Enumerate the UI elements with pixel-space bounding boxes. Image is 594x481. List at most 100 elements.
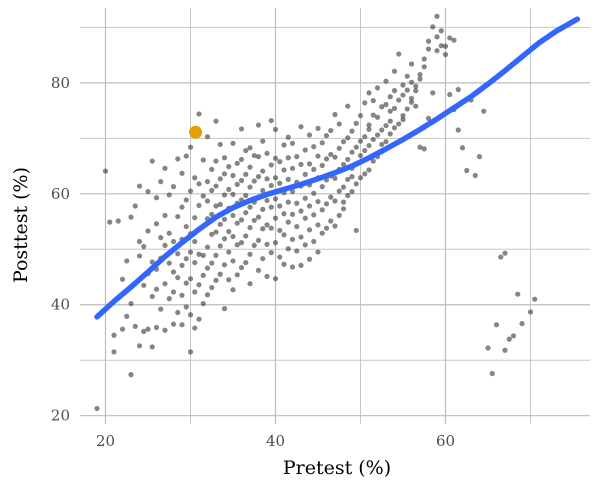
data-point (196, 282, 202, 288)
data-point (319, 162, 325, 169)
data-point (162, 212, 168, 219)
x-tick-label: 20 (96, 432, 115, 450)
data-point (506, 336, 512, 342)
data-point (255, 237, 262, 244)
data-point (141, 328, 147, 334)
data-point (141, 243, 147, 250)
data-point (200, 157, 206, 163)
data-point (319, 207, 325, 213)
data-point (298, 161, 304, 168)
data-point (209, 187, 215, 194)
data-point (204, 265, 211, 271)
data-point (213, 203, 219, 209)
data-point (315, 153, 321, 159)
data-point (187, 312, 194, 318)
data-point (213, 183, 219, 189)
data-point (281, 232, 287, 238)
data-point (306, 256, 313, 262)
data-point (489, 370, 495, 377)
data-point (111, 332, 117, 338)
data-point (217, 271, 223, 277)
data-point (238, 264, 245, 271)
data-point (383, 78, 389, 84)
data-point (311, 144, 317, 150)
data-point (391, 88, 398, 94)
data-point (515, 291, 521, 297)
data-point (323, 156, 330, 162)
data-point (175, 274, 181, 281)
data-point (289, 165, 296, 171)
data-point (213, 277, 219, 283)
data-point (234, 272, 240, 278)
data-point (149, 344, 155, 350)
data-point (447, 35, 453, 41)
data-point (170, 321, 177, 327)
data-point (192, 259, 198, 266)
data-point (209, 260, 215, 266)
data-point (196, 181, 202, 187)
data-point (234, 181, 240, 187)
data-point (217, 176, 223, 182)
data-point (413, 88, 419, 94)
data-point (175, 213, 181, 220)
data-point (183, 304, 189, 310)
data-point (400, 92, 406, 98)
y-tick-label: 20 (51, 407, 70, 425)
data-point (183, 197, 189, 203)
data-point (119, 326, 126, 332)
data-point (132, 323, 138, 329)
data-point (243, 259, 249, 266)
data-point (408, 99, 415, 105)
data-point (200, 252, 206, 258)
data-point (285, 246, 291, 252)
data-point (430, 24, 436, 30)
data-point (162, 165, 168, 171)
data-point (166, 230, 172, 236)
data-point (464, 167, 470, 174)
data-point (136, 343, 143, 349)
data-point (370, 98, 376, 104)
data-point (391, 125, 398, 131)
data-point (421, 56, 427, 62)
data-point (170, 184, 177, 190)
data-point (272, 126, 279, 133)
data-point (183, 153, 189, 159)
data-point (175, 309, 181, 316)
data-point (328, 194, 334, 200)
data-point (243, 210, 249, 216)
data-point (260, 226, 266, 232)
data-point (204, 244, 211, 250)
data-point (196, 111, 202, 117)
data-point (158, 306, 164, 312)
data-point (336, 188, 342, 194)
data-point (417, 144, 423, 150)
data-point (158, 179, 164, 185)
data-point (306, 227, 313, 233)
data-point (251, 242, 257, 248)
data-point (370, 112, 376, 118)
data-point (230, 287, 236, 293)
data-point (379, 104, 385, 110)
highlight-point (189, 125, 203, 139)
data-point (485, 345, 491, 351)
trend-line (94, 16, 581, 320)
data-point (204, 179, 211, 185)
data-point (179, 262, 185, 268)
data-point (353, 181, 359, 187)
data-point (374, 85, 381, 91)
data-point (366, 90, 372, 96)
data-point (145, 188, 151, 195)
data-point (302, 215, 308, 221)
data-point (251, 152, 257, 159)
data-point (345, 103, 351, 109)
data-point (323, 132, 330, 139)
data-point (442, 43, 449, 49)
data-point (234, 242, 240, 248)
data-point (213, 158, 219, 164)
data-point (408, 61, 415, 67)
data-point (302, 195, 308, 201)
data-point (187, 188, 194, 194)
data-point (94, 405, 100, 412)
data-point (374, 114, 381, 120)
